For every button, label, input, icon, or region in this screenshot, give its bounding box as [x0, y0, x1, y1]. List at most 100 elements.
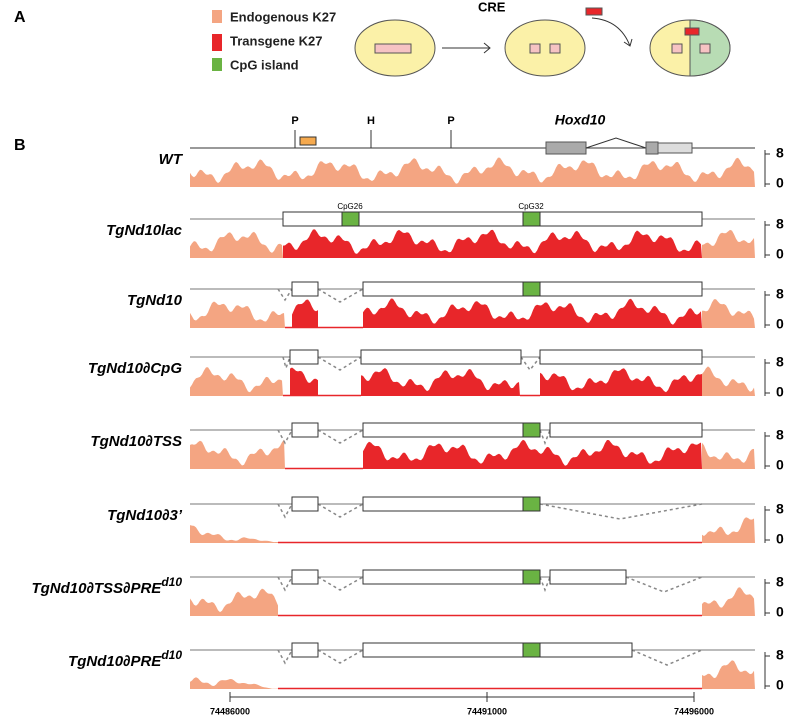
- scale-label: 0: [776, 316, 784, 332]
- endogenous-coverage: [702, 442, 755, 469]
- track-name-text: TgNd10∂TSS∂PRE: [31, 580, 162, 597]
- track-name: TgNd10∂TSS∂PREd10: [31, 575, 182, 597]
- construct-box: [549, 422, 703, 438]
- track: TgNd10∂TSS 8 0: [90, 422, 784, 473]
- endogenous-coverage: [190, 588, 278, 616]
- scale-label: 8: [776, 216, 784, 232]
- track-name-text: TgNd10∂PRE: [68, 653, 162, 670]
- construct-box: [360, 349, 522, 365]
- legend-label: CpG island: [230, 57, 299, 72]
- deletion-link: [282, 356, 541, 372]
- probe: [299, 136, 317, 146]
- deletion-link: [277, 649, 703, 666]
- panel-label: A: [14, 9, 26, 26]
- construct-box: [362, 642, 633, 658]
- utr: [657, 142, 693, 154]
- construct-box: [289, 349, 319, 365]
- endogenous-coverage: [702, 299, 755, 328]
- endogenous-coverage: [190, 525, 278, 543]
- mouse-schematic: [354, 7, 731, 77]
- intron: [585, 137, 647, 149]
- track: TgNd10∂CpG 8 0: [88, 349, 784, 400]
- scale-label: 8: [776, 574, 784, 590]
- x-tick-label: 74496000: [674, 706, 714, 716]
- track-name: TgNd10∂PREd10: [68, 648, 182, 670]
- legend-label: Endogenous K27: [230, 9, 336, 24]
- construct-box: [282, 211, 703, 227]
- track: TgNd10∂3’ 8 0: [107, 496, 784, 547]
- scale-label: 0: [776, 175, 784, 191]
- endogenous-coverage: [190, 157, 755, 187]
- scale-label: 8: [776, 647, 784, 663]
- scale-label: 0: [776, 677, 784, 693]
- legend-swatch: [212, 58, 222, 71]
- track: TgNd10lac 8 0: [106, 211, 784, 262]
- track: TgNd10∂TSS∂PREd10 8 0: [31, 569, 784, 620]
- endogenous-coverage: [702, 366, 755, 396]
- endogenous-coverage: [190, 231, 283, 258]
- step-label: CRE: [478, 0, 506, 14]
- cpg-label: CpG26: [337, 202, 363, 211]
- gene-label: Hoxd10: [555, 112, 606, 128]
- track-name-text: TgNd10∂3’: [107, 507, 183, 524]
- track: TgNd10 8 0: [127, 281, 784, 332]
- construct-box: [291, 281, 319, 297]
- construct-box: [291, 569, 319, 585]
- track-name-sup: d10: [161, 575, 182, 589]
- endogenous-coverage: [190, 367, 283, 396]
- panel-label: B: [14, 137, 26, 154]
- track-name-sup: d10: [161, 648, 182, 662]
- transgene-coverage: [290, 367, 318, 396]
- scale-label: 8: [776, 145, 784, 161]
- cpg-box: [522, 281, 541, 297]
- endogenous-coverage: [190, 301, 285, 328]
- cpg-box: [522, 422, 541, 438]
- construct-box: [362, 496, 541, 512]
- track-name-text: TgNd10∂CpG: [88, 360, 182, 377]
- cpg-box: [522, 569, 541, 585]
- track-name-text: TgNd10lac: [106, 222, 183, 239]
- construct-box: [291, 422, 319, 438]
- track-name: TgNd10lac: [106, 222, 183, 239]
- track-name-text: TgNd10: [127, 292, 183, 309]
- scale-label: 0: [776, 531, 784, 547]
- site-label: H: [367, 115, 375, 127]
- construct-box: [549, 569, 627, 585]
- track: TgNd10∂PREd10 8 0: [68, 642, 784, 693]
- endogenous-coverage: [702, 587, 755, 616]
- track-name: WT: [159, 151, 184, 168]
- transgene-coverage: [361, 368, 520, 396]
- cpg-label: CpG32: [518, 202, 544, 211]
- transgene-coverage: [283, 229, 702, 258]
- exon: [645, 141, 659, 155]
- scale-label: 0: [776, 457, 784, 473]
- construct-box: [291, 642, 319, 658]
- track-name-text: WT: [159, 151, 184, 168]
- construct-box: [362, 569, 541, 585]
- endogenous-coverage: [190, 677, 278, 689]
- scale-label: 0: [776, 384, 784, 400]
- scale-label: 0: [776, 246, 784, 262]
- construct-box: [362, 422, 541, 438]
- legend-label: Transgene K27: [230, 33, 323, 48]
- x-tick-label: 74486000: [210, 706, 250, 716]
- scale-label: 8: [776, 427, 784, 443]
- x-tick-label: 74491000: [467, 706, 507, 716]
- endogenous-coverage: [702, 229, 755, 258]
- scale-label: 8: [776, 286, 784, 302]
- legend-swatch: [212, 10, 222, 23]
- scale-label: 0: [776, 604, 784, 620]
- endogenous-coverage: [190, 439, 285, 469]
- site-label: P: [291, 115, 298, 127]
- track-name: TgNd10∂CpG: [88, 360, 182, 377]
- track-name-text: TgNd10∂TSS: [90, 433, 182, 450]
- deletion-link: [277, 429, 551, 446]
- endogenous-coverage: [702, 517, 755, 543]
- cpg-box: [341, 211, 360, 227]
- exon: [545, 141, 587, 155]
- scale-label: 8: [776, 354, 784, 370]
- track-name: TgNd10∂TSS: [90, 433, 182, 450]
- track: WT 8 0: [159, 145, 784, 191]
- transgene-coverage: [292, 299, 318, 328]
